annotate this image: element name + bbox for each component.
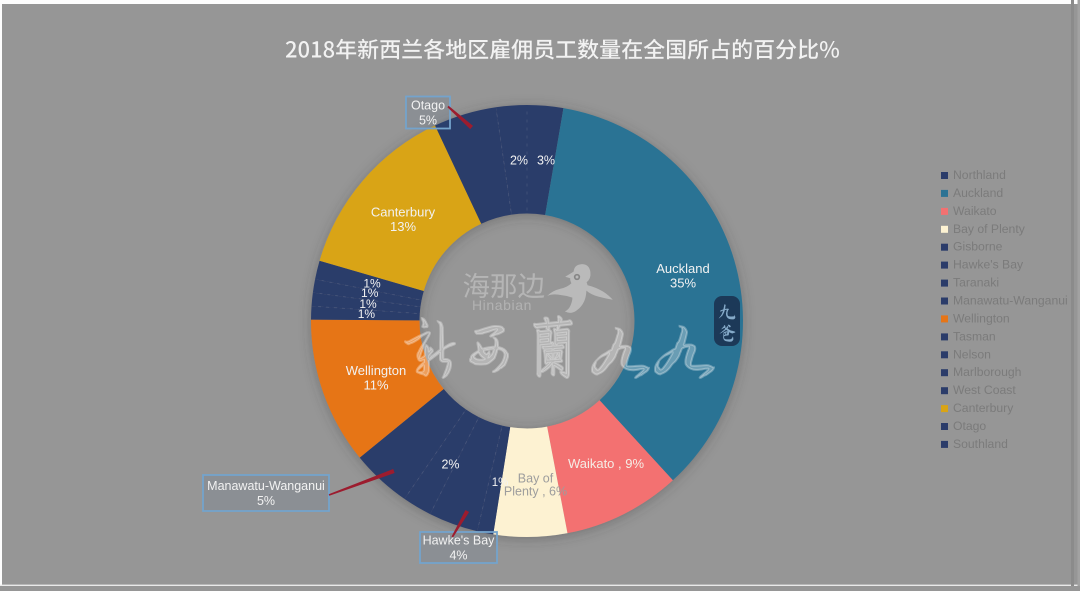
svg-text:Nelson: Nelson: [953, 347, 991, 361]
svg-text:Hawke's Bay: Hawke's Bay: [953, 258, 1024, 272]
svg-text:Taranaki: Taranaki: [953, 276, 999, 290]
svg-text:3%: 3%: [537, 154, 555, 168]
svg-text:Southland: Southland: [953, 437, 1008, 451]
svg-text:Wellington: Wellington: [346, 363, 406, 378]
svg-text:Waikato , 9%: Waikato , 9%: [568, 456, 645, 471]
svg-text:Hinabian: Hinabian: [472, 297, 532, 313]
svg-text:5%: 5%: [419, 113, 437, 127]
svg-text:West Coast: West Coast: [953, 383, 1016, 397]
svg-text:35%: 35%: [670, 276, 696, 291]
svg-text:Waikato: Waikato: [953, 204, 997, 218]
svg-text:2%: 2%: [510, 154, 528, 168]
svg-text:Hawke's Bay: Hawke's Bay: [423, 533, 496, 547]
svg-text:1%: 1%: [358, 307, 376, 321]
svg-text:11%: 11%: [363, 377, 388, 392]
svg-text:Manawatu-Wanganui: Manawatu-Wanganui: [953, 294, 1068, 308]
svg-text:Otago: Otago: [953, 419, 986, 433]
svg-text:Bay of: Bay of: [518, 472, 554, 486]
svg-text:5%: 5%: [257, 494, 275, 508]
svg-text:Canterbury: Canterbury: [371, 205, 436, 220]
svg-text:Marlborough: Marlborough: [953, 365, 1021, 379]
svg-text:Canterbury: Canterbury: [953, 401, 1014, 415]
svg-text:Gisborne: Gisborne: [953, 240, 1003, 254]
svg-text:Bay of Plenty: Bay of Plenty: [953, 222, 1026, 236]
svg-text:Otago: Otago: [411, 98, 445, 112]
svg-text:Plenty , 6%: Plenty , 6%: [504, 485, 567, 499]
svg-text:2%: 2%: [441, 458, 459, 472]
svg-text:Auckland: Auckland: [656, 261, 709, 276]
svg-text:Northland: Northland: [953, 168, 1006, 182]
svg-text:Auckland: Auckland: [953, 186, 1003, 200]
svg-text:Wellington: Wellington: [953, 311, 1010, 325]
svg-text:1%: 1%: [492, 477, 509, 489]
svg-text:13%: 13%: [390, 219, 416, 234]
svg-text:4%: 4%: [449, 548, 467, 562]
svg-text:Manawatu-Wanganui: Manawatu-Wanganui: [207, 479, 325, 493]
svg-text:Tasman: Tasman: [953, 329, 996, 343]
